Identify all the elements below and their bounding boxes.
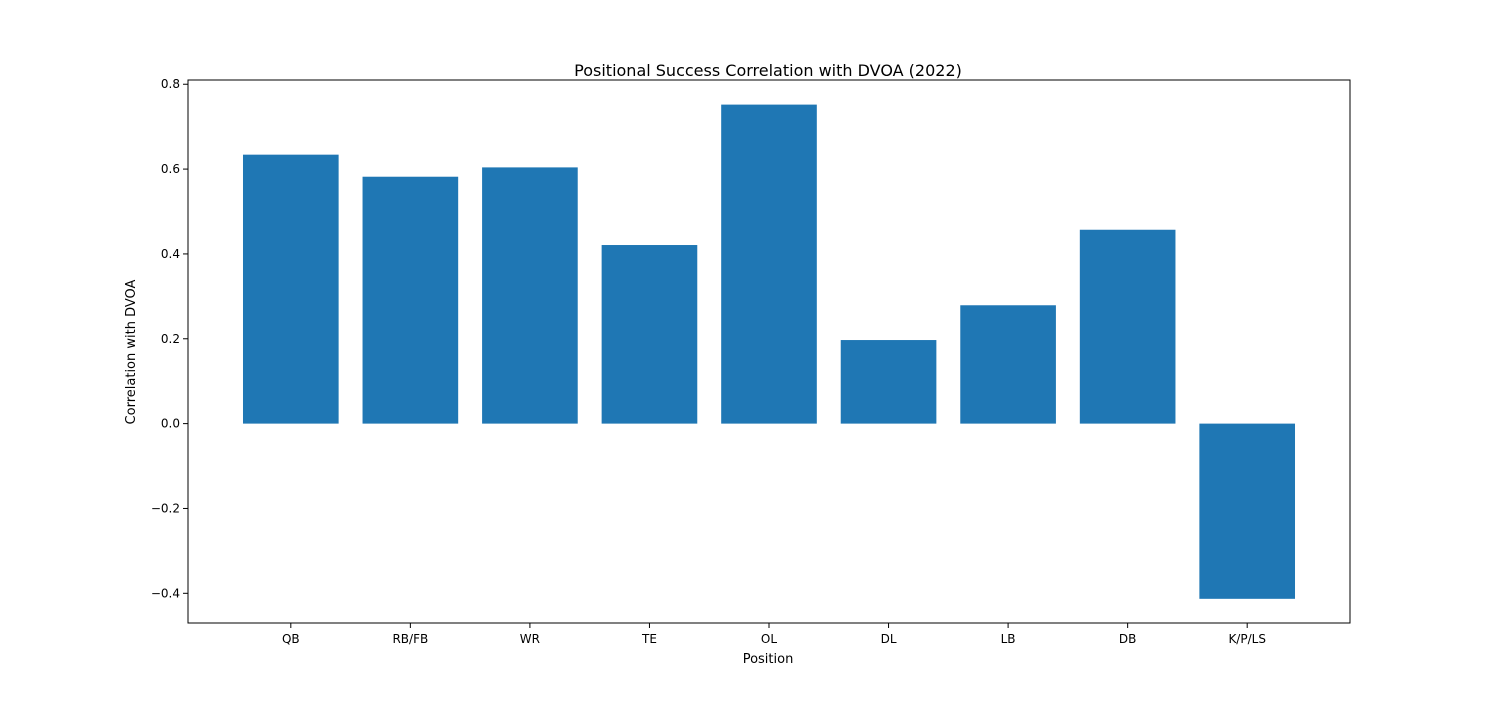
y-tick-label: −0.4 <box>151 586 180 600</box>
bar-lb <box>960 305 1056 424</box>
bar-dl <box>840 340 937 424</box>
y-tick-label: 0.2 <box>161 332 180 346</box>
x-axis-label: Position <box>743 652 794 667</box>
bar-db <box>1079 229 1176 424</box>
x-tick-label: DB <box>1119 632 1136 646</box>
x-axis: QB RB/FB WR TE OL DL LB DB K/P/LS <box>282 623 1266 646</box>
y-tick-label: 0.0 <box>161 417 180 431</box>
x-tick-label: WR <box>520 632 540 646</box>
plot-frame <box>187 79 1351 624</box>
x-tick-label: RB/FB <box>392 632 428 646</box>
bar-te <box>601 245 698 424</box>
bars-group <box>242 104 1296 599</box>
bar-k-p-ls <box>1199 423 1296 599</box>
y-axis-label: Correlation with DVOA <box>124 279 139 424</box>
chart-title: Positional Success Correlation with DVOA… <box>574 61 962 80</box>
x-tick-label: TE <box>641 632 657 646</box>
x-tick-label: OL <box>761 632 777 646</box>
bar-ol <box>721 104 817 424</box>
bar-qb <box>242 154 339 424</box>
y-tick-label: 0.4 <box>161 247 180 261</box>
bar-rb-fb <box>362 176 459 424</box>
y-tick-label: −0.2 <box>151 501 180 515</box>
y-axis: −0.4 −0.2 0.0 0.2 0.4 0.6 0.8 <box>151 77 188 600</box>
y-tick-label: 0.8 <box>161 77 180 91</box>
x-tick-label: LB <box>1001 632 1016 646</box>
bar-wr <box>482 167 578 424</box>
x-tick-label: DL <box>881 632 897 646</box>
x-tick-label: K/P/LS <box>1228 632 1266 646</box>
y-tick-label: 0.6 <box>161 162 180 176</box>
x-tick-label: QB <box>282 632 300 646</box>
